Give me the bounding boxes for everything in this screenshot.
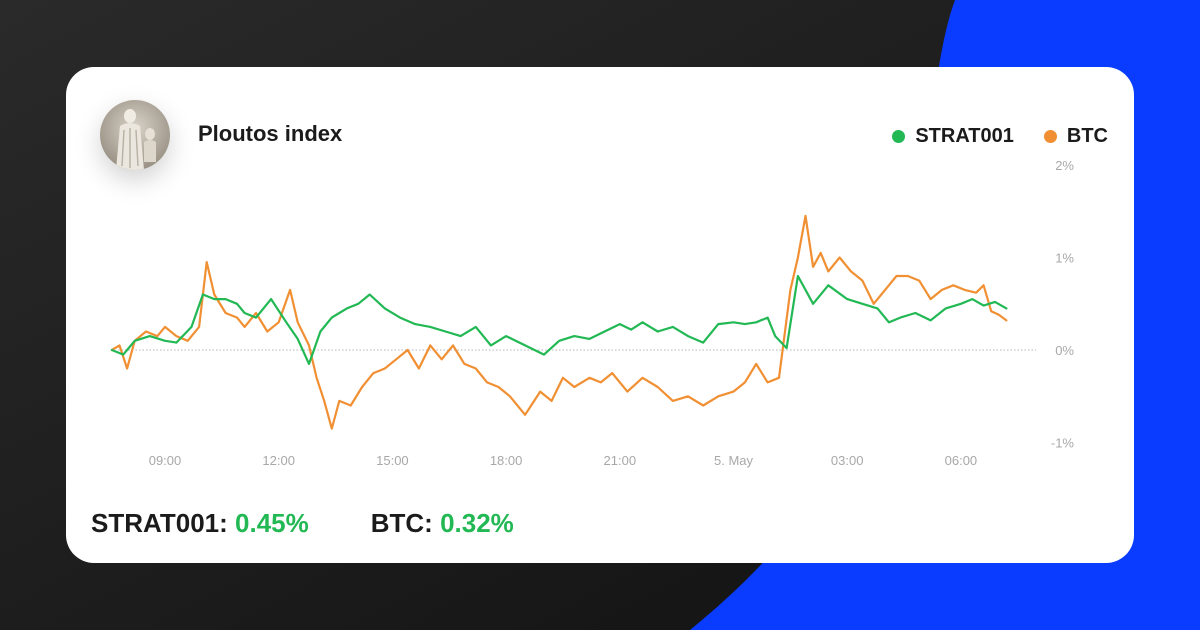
- x-tick-label: 12:00: [262, 453, 295, 468]
- series-line-btc[interactable]: [110, 214, 1008, 430]
- legend-item-strat[interactable]: STRAT001: [892, 125, 1014, 148]
- y-tick-label: 0%: [1055, 343, 1074, 358]
- x-tick-label: 15:00: [376, 453, 409, 468]
- legend-item-btc[interactable]: BTC: [1043, 125, 1108, 148]
- series-line-strat001[interactable]: [110, 274, 1008, 365]
- y-tick-label: 1%: [1055, 251, 1074, 266]
- x-tick-label: 5. May: [714, 453, 754, 468]
- x-tick-label: 09:00: [149, 453, 182, 468]
- chart-legend: STRAT001 BTC: [862, 125, 1108, 148]
- x-tick-label: 06:00: [945, 453, 978, 468]
- x-tick-label: 18:00: [490, 453, 523, 468]
- stat-btc: BTC: 0.32%: [371, 508, 514, 539]
- legend-dot-btc: [1043, 130, 1057, 143]
- y-tick-label: -1%: [1051, 436, 1075, 451]
- stat-btc-label: BTC:: [370, 508, 433, 538]
- stat-btc-value: 0.32%: [440, 508, 514, 538]
- stat-strat: STRAT001: 0.45%: [91, 508, 309, 539]
- statue-avatar-icon: [100, 100, 170, 170]
- stat-strat-label: STRAT001:: [91, 508, 228, 538]
- x-tick-label: 21:00: [604, 453, 637, 468]
- y-tick-label: 2%: [1055, 158, 1074, 173]
- x-tick-label: 03:00: [831, 453, 864, 468]
- stat-strat-value: 0.45%: [235, 508, 309, 538]
- legend-dot-strat: [892, 130, 906, 143]
- line-chart[interactable]: 2% 1% 0% -1% 09:00 12:00 15:00 18:00 21:00 5. May…: [66, 67, 1134, 563]
- chart-card: Ploutos index STRAT001 BTC 2% 1% 0% -1% 09:0…: [66, 67, 1134, 563]
- legend-label-strat: STRAT001: [915, 125, 1014, 147]
- chart-title: Ploutos index: [198, 121, 343, 146]
- legend-label-btc: BTC: [1066, 125, 1108, 147]
- stats-footer: STRAT001: 0.45% BTC: 0.32%: [91, 508, 576, 539]
